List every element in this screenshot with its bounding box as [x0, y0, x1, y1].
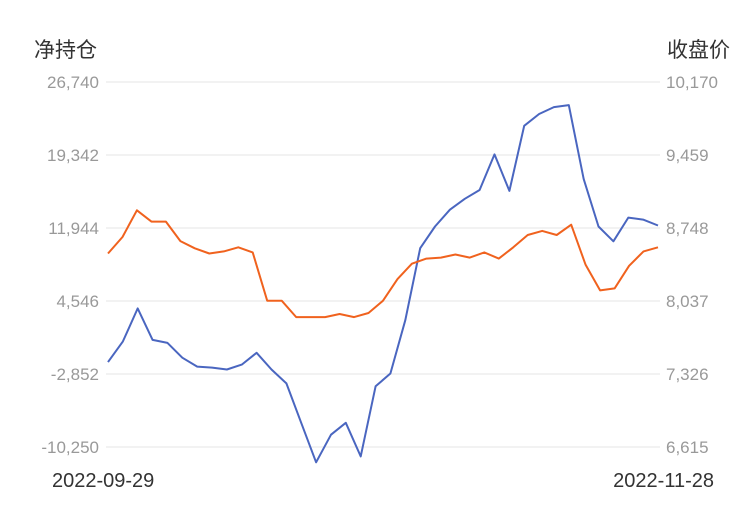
x-start-date: 2022-09-29 — [52, 470, 155, 492]
right-axis-title: 收盘价 — [667, 39, 730, 62]
left-tick-label: 4,546 — [56, 292, 99, 311]
left-tick-label: 19,342 — [47, 146, 99, 165]
close-price-line — [107, 209, 659, 319]
series-lines — [107, 104, 659, 464]
x-end-date: 2022-11-28 — [613, 470, 714, 492]
right-tick-label: 8,748 — [666, 219, 709, 238]
right-tick-label: 8,037 — [666, 292, 709, 311]
right-tick-label: 7,326 — [666, 365, 709, 384]
left-tick-label: 11,944 — [48, 219, 99, 238]
left-axis-ticks: 26,740 19,342 11,944 4,546 -2,852 -10,250 — [41, 73, 99, 457]
left-tick-label: 26,740 — [47, 73, 99, 92]
right-axis-ticks: 10,170 9,459 8,748 8,037 7,326 6,615 — [666, 73, 718, 457]
right-tick-label: 6,615 — [666, 438, 709, 457]
left-tick-label: -10,250 — [41, 438, 99, 457]
left-tick-label: -2,852 — [51, 365, 99, 384]
right-tick-label: 9,459 — [666, 146, 709, 165]
right-tick-label: 10,170 — [666, 73, 718, 92]
left-axis-title: 净持仓 — [34, 39, 97, 62]
net-position-line — [107, 104, 659, 464]
gridlines — [106, 81, 660, 448]
